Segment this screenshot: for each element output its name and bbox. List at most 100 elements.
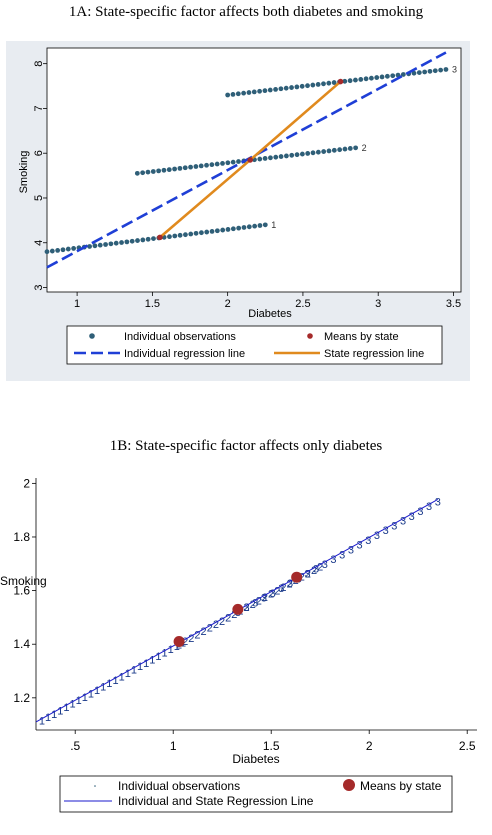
legend-symbol-means-1a	[307, 333, 313, 339]
observation-point-1a	[145, 236, 151, 242]
observation-point-1a	[135, 238, 140, 243]
observation-point-1a	[236, 159, 241, 164]
observation-marker-1b: 2	[194, 629, 200, 641]
observation-marker-1b: 2	[225, 612, 231, 624]
observation-point-1a	[438, 67, 444, 73]
observation-marker-1b: 1	[131, 665, 137, 677]
observation-point-1a	[172, 166, 177, 172]
observation-point-1a	[188, 164, 193, 170]
observation-point-1a	[432, 68, 438, 74]
observation-point-1a	[411, 70, 417, 76]
observation-point-1a	[145, 169, 151, 175]
observation-point-1a	[241, 225, 247, 230]
plot-area-1a	[46, 47, 462, 293]
observation-marker-1b: 2	[256, 595, 262, 607]
observation-point-1a	[230, 91, 236, 97]
observation-point-1a	[49, 248, 55, 254]
observation-point-1a	[220, 227, 226, 233]
y-axis-label-1a: Smoking	[18, 151, 30, 194]
state-mean-point-1a	[157, 234, 163, 241]
y-tick-label-1a: 8	[33, 61, 45, 67]
observation-marker-1b: 3	[304, 569, 310, 581]
observation-point-1a	[87, 244, 92, 249]
observation-marker-1b: 1	[51, 709, 57, 721]
observation-point-1a	[167, 234, 172, 240]
observation-point-1a	[369, 75, 374, 81]
observation-point-1a	[337, 147, 343, 153]
observation-point-1a	[416, 70, 422, 76]
observation-point-1a	[400, 72, 406, 77]
observation-point-1a	[257, 88, 262, 94]
observation-point-1a	[257, 156, 263, 162]
observation-point-1a	[278, 154, 284, 159]
observation-point-1a	[443, 67, 449, 72]
observation-point-1a	[225, 92, 231, 98]
observation-marker-1b: 1	[155, 651, 161, 663]
observation-point-1a	[310, 82, 316, 88]
observation-point-1a	[230, 159, 236, 165]
observation-marker-1b: 1	[162, 648, 168, 660]
observation-marker-1b: 3	[400, 516, 406, 528]
observation-point-1a	[182, 165, 188, 171]
observation-marker-1b: 3	[435, 496, 441, 508]
observation-point-1a	[220, 160, 225, 166]
observation-marker-1b: 2	[188, 633, 194, 645]
observation-marker-1b: 3	[278, 583, 284, 595]
legend-box-1a	[66, 325, 443, 365]
chart-title-1a: 1A: State-specific factor affects both d…	[68, 4, 424, 20]
y-tick-label-1b: 1.2	[13, 691, 30, 705]
legend-symbol-observations-1b	[94, 785, 96, 787]
y-axis-label-1b: Smoking	[0, 574, 47, 588]
observation-marker-1b: 2	[250, 599, 256, 611]
x-tick-label-1b: 1.5	[263, 739, 280, 753]
observation-marker-1b: 2	[207, 623, 213, 635]
observation-marker-1b: 3	[322, 559, 328, 571]
state-mean-point-1a	[337, 78, 344, 85]
observation-point-1a	[225, 160, 231, 166]
observation-point-1a	[262, 88, 268, 94]
observation-point-1a	[113, 240, 119, 246]
x-tick-label-1a: 3	[375, 298, 381, 310]
observation-point-1a	[44, 249, 50, 255]
observation-point-1a	[294, 152, 300, 158]
observation-point-1a	[384, 73, 390, 79]
observation-marker-1b: 2	[262, 592, 268, 604]
observation-marker-1b: 3	[261, 593, 267, 605]
observation-point-1a	[172, 233, 178, 239]
x-tick-label-1a: 1.5	[145, 298, 160, 310]
observation-point-1a	[108, 241, 114, 247]
observation-point-1a	[257, 223, 263, 228]
observation-marker-1b: 1	[174, 641, 180, 653]
observation-point-1a	[177, 232, 183, 238]
observation-point-1a	[204, 162, 209, 168]
observation-point-1a	[199, 230, 204, 236]
x-axis-label-1b: Diabetes	[232, 752, 279, 766]
observation-point-1a	[124, 239, 130, 245]
legend-label-observations-1b: Individual observations	[118, 779, 240, 793]
state-label-1a: 1	[271, 220, 276, 230]
observation-point-1a	[193, 164, 199, 169]
observation-point-1a	[315, 149, 321, 155]
x-tick-label-1b: 2.5	[459, 739, 476, 753]
x-tick-label-1a: 2.5	[295, 298, 310, 310]
observation-marker-1b: 3	[252, 597, 258, 609]
observation-marker-1b: 3	[426, 501, 432, 513]
observation-marker-1b: 1	[45, 712, 51, 724]
observation-marker-1b: 3	[339, 549, 345, 561]
legend-box-1b	[59, 775, 453, 813]
observation-point-1a	[331, 80, 337, 85]
observation-point-1a	[193, 230, 199, 236]
observation-marker-1b: 1	[39, 716, 45, 728]
observation-marker-1b: 1	[119, 671, 125, 683]
state-mean-point-1b	[173, 636, 185, 648]
observation-point-1a	[278, 86, 284, 92]
observation-marker-1b: 3	[287, 578, 293, 590]
observation-marker-1b: 1	[137, 661, 143, 673]
observation-marker-1b: 2	[244, 602, 250, 614]
observation-point-1a	[55, 247, 61, 253]
observation-point-1a	[71, 246, 77, 251]
observation-point-1a	[251, 89, 257, 95]
observation-point-1a	[183, 232, 188, 238]
observation-point-1a	[209, 162, 215, 168]
observation-marker-1b: 1	[63, 702, 69, 714]
